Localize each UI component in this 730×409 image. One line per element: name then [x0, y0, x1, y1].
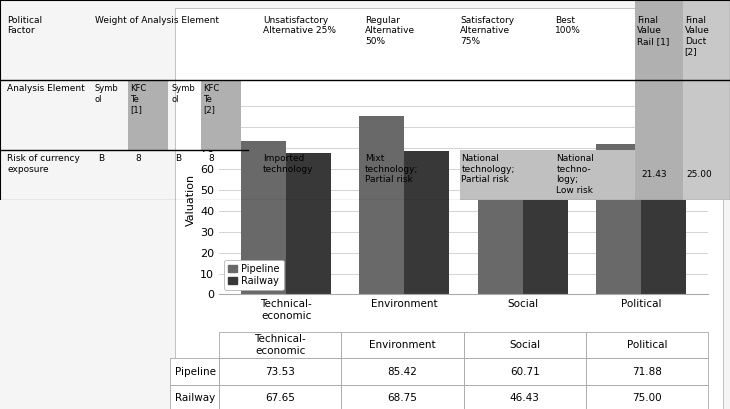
- Text: B: B: [175, 154, 181, 163]
- Bar: [523, 198, 568, 294]
- Legend: Pipeline, Railway: Pipeline, Railway: [224, 260, 284, 290]
- FancyBboxPatch shape: [635, 0, 683, 200]
- Text: National
techno-
logy;
Low risk: National techno- logy; Low risk: [556, 154, 594, 195]
- Text: Analysis Element: Analysis Element: [7, 84, 85, 93]
- Y-axis label: Valuation: Valuation: [186, 174, 196, 227]
- Text: KFC
Te
[2]: KFC Te [2]: [203, 84, 219, 114]
- Text: Symb
ol: Symb ol: [172, 84, 196, 103]
- Text: 25.00: 25.00: [686, 170, 712, 180]
- FancyBboxPatch shape: [201, 80, 241, 151]
- Text: National
technology;
Partial risk: National technology; Partial risk: [461, 154, 515, 184]
- Bar: [359, 116, 404, 294]
- Text: Final
Value
Duct
[2]: Final Value Duct [2]: [685, 16, 710, 56]
- Text: Best
100%: Best 100%: [555, 16, 580, 36]
- Text: Political
Factor: Political Factor: [7, 16, 42, 36]
- Text: Final
Value
Rail [1]: Final Value Rail [1]: [637, 16, 669, 46]
- Bar: [596, 144, 641, 294]
- Text: Weight of Analysis Element: Weight of Analysis Element: [95, 16, 219, 25]
- Text: Mixt
technology;
Partial risk: Mixt technology; Partial risk: [365, 154, 418, 184]
- Bar: [286, 153, 331, 294]
- Text: Regular
Alternative
50%: Regular Alternative 50%: [365, 16, 415, 46]
- Text: 8: 8: [208, 154, 214, 163]
- Text: KFC
Te
[1]: KFC Te [1]: [130, 84, 146, 114]
- FancyBboxPatch shape: [460, 151, 555, 200]
- Bar: [404, 151, 450, 294]
- Text: Satisfactory
Alternative
75%: Satisfactory Alternative 75%: [460, 16, 514, 46]
- FancyBboxPatch shape: [128, 80, 168, 151]
- Text: 8: 8: [135, 154, 141, 163]
- Text: Risk of currency
exposure: Risk of currency exposure: [7, 154, 80, 174]
- Text: Imported
technology: Imported technology: [263, 154, 313, 174]
- FancyBboxPatch shape: [555, 151, 635, 200]
- Text: Symb
ol: Symb ol: [95, 84, 119, 103]
- FancyBboxPatch shape: [683, 0, 730, 200]
- Text: 21.43: 21.43: [641, 170, 666, 180]
- Bar: [641, 138, 686, 294]
- Text: B: B: [99, 154, 104, 163]
- Bar: [477, 168, 523, 294]
- Text: Unsatisfactory
Alternative 25%: Unsatisfactory Alternative 25%: [263, 16, 336, 36]
- Bar: [241, 141, 286, 294]
